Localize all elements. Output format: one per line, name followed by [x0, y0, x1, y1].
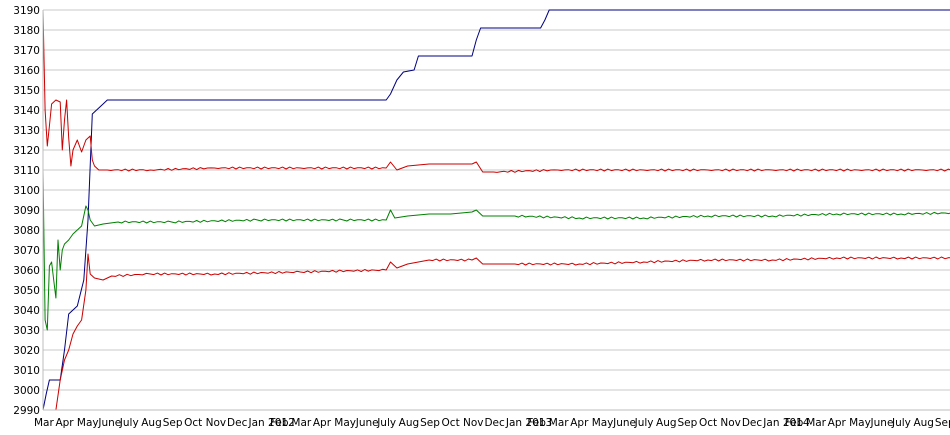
- x-tick-label: Aug: [656, 417, 677, 429]
- x-tick-label: Aug: [141, 417, 162, 429]
- y-tick-labels: 2990 3000 3010 3020 3030 3040 3050 3060 3070 3080…: [13, 5, 40, 417]
- grid-layer: [43, 9, 950, 411]
- x-tick-label: July: [119, 417, 139, 429]
- x-tick-label: Mar: [549, 417, 569, 429]
- x-tick-label: Nov: [206, 417, 227, 429]
- x-tick-label: Apr: [570, 417, 589, 429]
- x-tick-label: Feb: [527, 417, 546, 429]
- x-tick-label: Nov: [463, 417, 484, 429]
- y-tick-label: 3170: [13, 45, 40, 57]
- y-tick-label: 3180: [13, 25, 40, 37]
- y-tick-label: 3050: [13, 285, 40, 297]
- x-tick-label: July: [634, 417, 654, 429]
- y-tick-label: 3070: [13, 245, 40, 257]
- y-tick-label: 2990: [13, 405, 40, 417]
- y-tick-label: 3060: [13, 265, 40, 277]
- x-tick-label: Jan 2012: [248, 417, 295, 429]
- x-tick-label: Jan 2014: [762, 417, 810, 429]
- x-tick-label: Sep: [678, 417, 698, 429]
- x-tick-label: Sep: [420, 417, 440, 429]
- x-tick-label: Sep: [935, 417, 950, 429]
- y-tick-label: 3040: [13, 305, 40, 317]
- x-tick-label: Dec: [227, 417, 248, 429]
- x-tick-label: June: [870, 417, 894, 429]
- x-tick-label: Mar: [34, 417, 54, 429]
- y-tick-label: 3190: [13, 5, 40, 17]
- x-tick-label: June: [355, 417, 379, 429]
- x-tick-label: July: [891, 417, 911, 429]
- x-tick-label: May: [334, 417, 356, 429]
- x-tick-label: Apr: [828, 417, 847, 429]
- x-tick-label: Oct: [184, 417, 202, 429]
- y-tick-label: 3090: [13, 205, 40, 217]
- x-tick-label: Oct: [699, 417, 717, 429]
- x-tick-label: May: [592, 417, 614, 429]
- x-tick-label: Dec: [742, 417, 763, 429]
- y-tick-label: 3150: [13, 85, 40, 97]
- y-tick-label: 3000: [13, 385, 40, 397]
- x-tick-label: Nov: [720, 417, 741, 429]
- x-tick-label: Dec: [484, 417, 505, 429]
- series-line-4: [43, 253, 950, 411]
- x-tick-label: July: [376, 417, 396, 429]
- x-tick-label: May: [849, 417, 871, 429]
- x-tick-label: Sep: [163, 417, 183, 429]
- x-tick-label: Feb: [785, 417, 804, 429]
- y-tick-label: 3010: [13, 365, 40, 377]
- y-tick-label: 3100: [13, 185, 40, 197]
- x-tick-label: Feb: [270, 417, 289, 429]
- x-tick-label: Jan 2013: [505, 417, 552, 429]
- x-tick-label: Mar: [806, 417, 826, 429]
- y-tick-label: 3140: [13, 105, 40, 117]
- x-tick-label: June: [97, 417, 121, 429]
- x-tick-label: Oct: [442, 417, 460, 429]
- y-tick-label: 3110: [13, 165, 40, 177]
- y-tick-label: 3130: [13, 125, 40, 137]
- x-tick-label: May: [77, 417, 99, 429]
- x-tick-label: Aug: [399, 417, 420, 429]
- x-tick-label: Apr: [55, 417, 74, 429]
- x-tick-label: Mar: [291, 417, 311, 429]
- y-tick-label: 3030: [13, 325, 40, 337]
- series-line-2: [42, 9, 950, 173]
- x-tick-label: Apr: [313, 417, 332, 429]
- x-tick-label: Aug: [913, 417, 934, 429]
- series-layer: [42, 9, 950, 411]
- series-line-1: [42, 9, 950, 411]
- y-tick-label: 3020: [13, 345, 40, 357]
- x-tick-label: June: [612, 417, 636, 429]
- y-tick-label: 3080: [13, 225, 40, 237]
- y-tick-label: 3120: [13, 145, 40, 157]
- y-tick-label: 3160: [13, 65, 40, 77]
- series-line-3: [42, 169, 950, 331]
